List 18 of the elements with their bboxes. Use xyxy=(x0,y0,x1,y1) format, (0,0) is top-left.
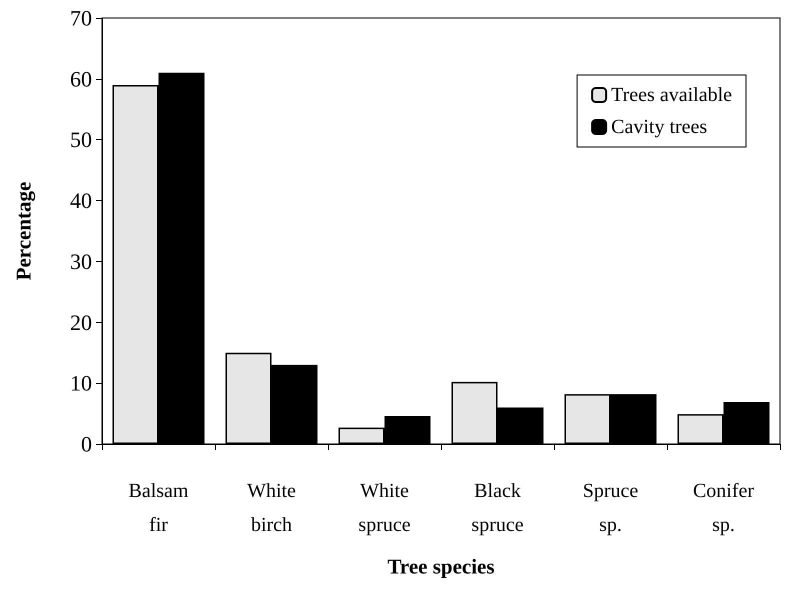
x-tick-label: White birch xyxy=(247,480,296,536)
legend-label: Trees available xyxy=(611,84,732,106)
x-axis-title: Tree species xyxy=(387,554,495,578)
x-tick-label: Balsam fir xyxy=(128,480,189,536)
y-tick-label: 40 xyxy=(70,188,92,214)
y-axis-title: Percentage xyxy=(12,182,36,280)
y-tick-label: 50 xyxy=(70,127,92,152)
y-tick-label: 70 xyxy=(70,6,92,30)
y-tick-label: 30 xyxy=(70,248,92,274)
legend-label: Cavity trees xyxy=(611,116,708,138)
x-tick-label: Conifer sp. xyxy=(692,480,754,536)
y-tick-label: 10 xyxy=(70,370,92,396)
y-tick-label: 20 xyxy=(70,310,92,335)
x-tick-label: Spruce sp. xyxy=(582,480,638,536)
y-tick-label: 0 xyxy=(81,432,92,456)
x-tick-label: White spruce xyxy=(358,480,411,536)
x-tick-label: Black spruce xyxy=(471,480,524,536)
y-tick-label: 60 xyxy=(70,66,92,92)
